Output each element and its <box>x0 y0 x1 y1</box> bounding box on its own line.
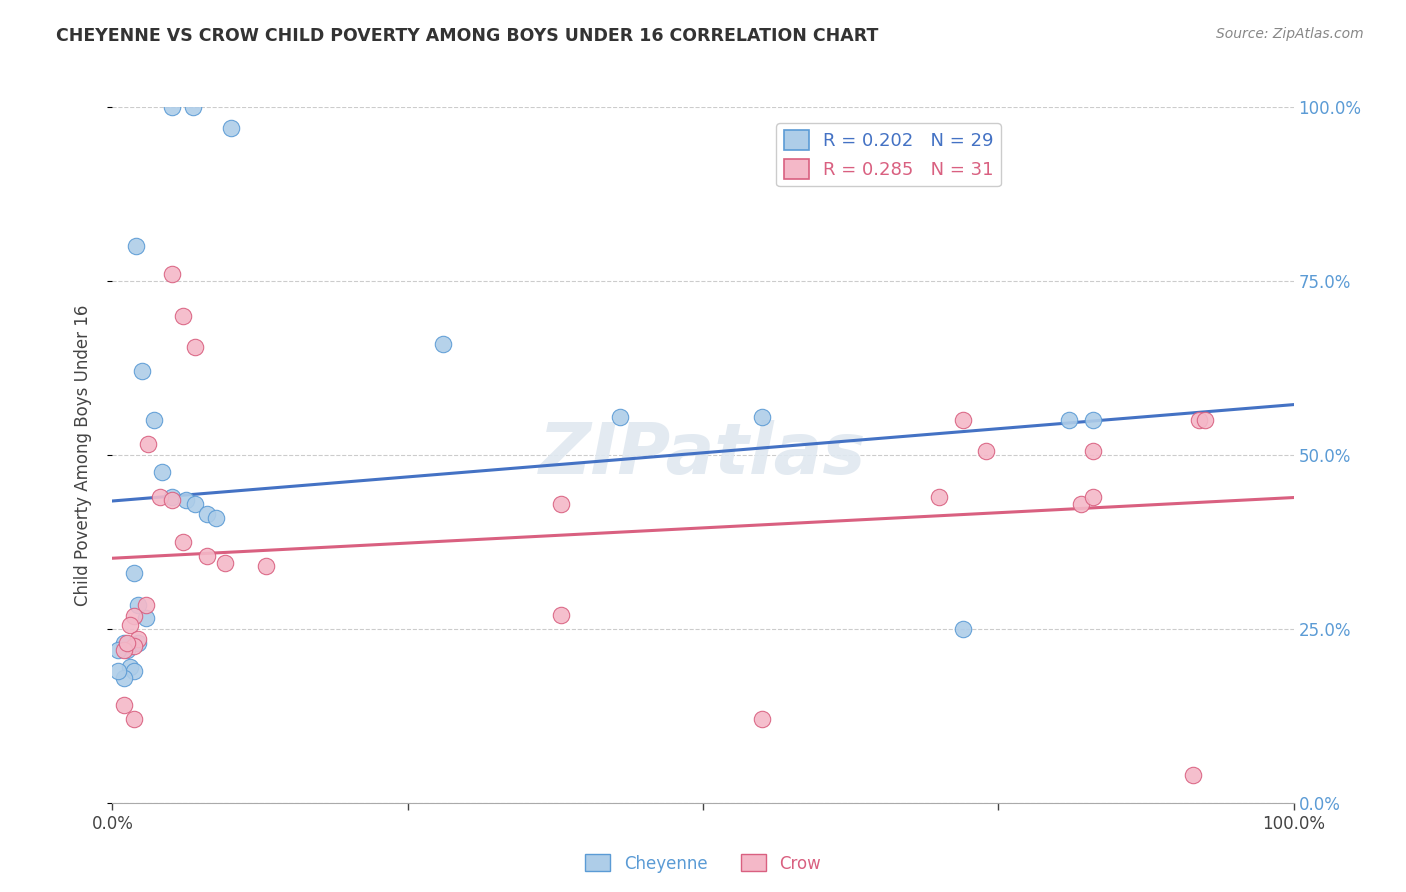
Legend: Cheyenne, Crow: Cheyenne, Crow <box>579 847 827 880</box>
Point <box>107 664 129 678</box>
Y-axis label: Child Poverty Among Boys Under 16: Child Poverty Among Boys Under 16 <box>73 304 91 606</box>
Point <box>135 611 157 625</box>
Point <box>172 309 194 323</box>
Point <box>172 535 194 549</box>
Point <box>181 100 204 114</box>
Point <box>952 413 974 427</box>
Point <box>432 336 454 351</box>
Point <box>1081 444 1104 458</box>
Point <box>160 493 183 508</box>
Point <box>122 609 145 624</box>
Point <box>107 642 129 657</box>
Point <box>112 698 135 713</box>
Legend: R = 0.202   N = 29, R = 0.285   N = 31: R = 0.202 N = 29, R = 0.285 N = 31 <box>776 123 1001 186</box>
Point <box>205 510 228 524</box>
Point <box>174 493 197 508</box>
Point <box>142 413 165 427</box>
Point <box>150 466 173 480</box>
Point <box>184 340 207 354</box>
Point <box>122 712 145 726</box>
Point <box>112 642 135 657</box>
Point <box>115 636 138 650</box>
Point <box>609 409 631 424</box>
Point <box>1188 413 1211 427</box>
Point <box>1081 413 1104 427</box>
Point <box>127 598 149 612</box>
Point <box>160 490 183 504</box>
Point <box>1081 490 1104 504</box>
Point <box>127 636 149 650</box>
Point <box>136 437 159 451</box>
Text: ZIPatlas: ZIPatlas <box>540 420 866 490</box>
Point <box>112 671 135 685</box>
Point <box>135 598 157 612</box>
Point <box>112 636 135 650</box>
Point <box>195 549 218 563</box>
Point <box>127 632 149 647</box>
Point <box>122 566 145 581</box>
Point <box>195 507 218 521</box>
Point <box>160 100 183 114</box>
Text: Source: ZipAtlas.com: Source: ZipAtlas.com <box>1216 27 1364 41</box>
Point <box>1070 497 1092 511</box>
Point <box>550 497 572 511</box>
Point <box>160 267 183 281</box>
Point <box>120 618 142 632</box>
Point <box>149 490 172 504</box>
Point <box>1057 413 1080 427</box>
Point <box>1182 768 1205 782</box>
Point <box>1194 413 1216 427</box>
Point <box>214 556 236 570</box>
Point <box>120 660 142 674</box>
Point <box>952 622 974 636</box>
Point <box>550 607 572 622</box>
Text: CHEYENNE VS CROW CHILD POVERTY AMONG BOYS UNDER 16 CORRELATION CHART: CHEYENNE VS CROW CHILD POVERTY AMONG BOY… <box>56 27 879 45</box>
Point <box>125 239 148 253</box>
Point <box>184 497 207 511</box>
Point <box>115 642 138 657</box>
Point <box>751 409 773 424</box>
Point <box>928 490 950 504</box>
Point <box>254 559 277 574</box>
Point <box>751 712 773 726</box>
Point <box>122 664 145 678</box>
Point <box>976 444 998 458</box>
Point <box>131 364 153 378</box>
Point <box>219 120 242 135</box>
Point <box>122 639 145 653</box>
